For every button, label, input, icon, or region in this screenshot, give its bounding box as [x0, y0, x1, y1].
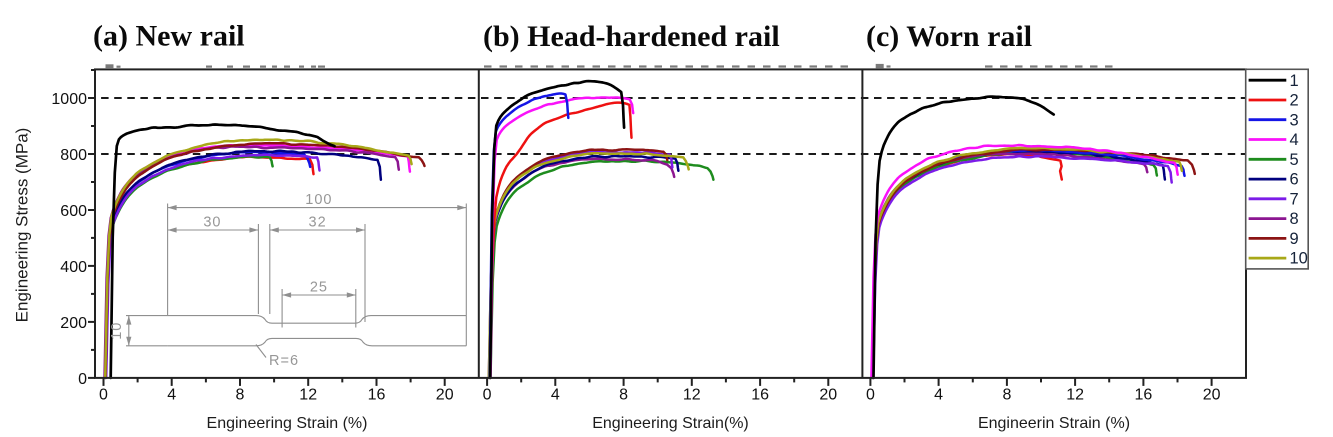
svg-text:7: 7 [1290, 190, 1299, 208]
svg-text:10: 10 [1290, 250, 1308, 268]
svg-text:800: 800 [60, 147, 87, 164]
svg-text:0: 0 [866, 387, 875, 404]
svg-text:20: 20 [436, 387, 454, 404]
svg-text:9: 9 [1290, 230, 1299, 248]
svg-text:Engineering Strain(%): Engineering Strain(%) [592, 415, 749, 432]
svg-text:(c) Worn rail: (c) Worn rail [866, 20, 1032, 53]
svg-text:8: 8 [1002, 387, 1011, 404]
svg-text:4: 4 [934, 387, 943, 404]
svg-text:Engineerin Strain (%): Engineerin Strain (%) [978, 415, 1130, 432]
svg-text:2: 2 [1290, 92, 1299, 110]
svg-text:3: 3 [1290, 111, 1299, 129]
svg-text:Engineering Strain (%): Engineering Strain (%) [207, 415, 368, 432]
svg-text:400: 400 [60, 259, 87, 276]
svg-text:12: 12 [1066, 387, 1084, 404]
svg-text:16: 16 [368, 387, 386, 404]
svg-text:5: 5 [1290, 151, 1299, 169]
svg-text:20: 20 [819, 387, 837, 404]
svg-text:(b) Head-hardened rail: (b) Head-hardened rail [483, 20, 780, 53]
svg-text:25: 25 [310, 280, 328, 296]
svg-text:(a) New rail: (a) New rail [93, 20, 245, 53]
svg-text:8: 8 [1290, 210, 1299, 228]
svg-text:1: 1 [1290, 72, 1299, 90]
svg-text:8: 8 [236, 387, 245, 404]
svg-text:600: 600 [60, 203, 87, 220]
svg-text:Engineering Stress (MPa): Engineering Stress (MPa) [13, 128, 32, 323]
svg-text:0: 0 [99, 387, 108, 404]
svg-text:8: 8 [619, 387, 628, 404]
svg-text:0: 0 [483, 387, 492, 404]
svg-text:20: 20 [1203, 387, 1221, 404]
svg-text:32: 32 [309, 214, 327, 230]
svg-text:16: 16 [1135, 387, 1153, 404]
svg-text:1000: 1000 [51, 91, 87, 108]
svg-text:4: 4 [167, 387, 176, 404]
svg-text:16: 16 [751, 387, 769, 404]
svg-text:R=6: R=6 [269, 353, 299, 369]
svg-text:4: 4 [1290, 131, 1299, 149]
svg-text:12: 12 [299, 387, 317, 404]
svg-text:10: 10 [109, 322, 125, 340]
svg-text:200: 200 [60, 315, 87, 332]
svg-text:6: 6 [1290, 171, 1299, 189]
svg-text:12: 12 [683, 387, 701, 404]
svg-text:0: 0 [78, 371, 87, 388]
svg-text:100: 100 [305, 192, 332, 208]
svg-text:4: 4 [551, 387, 560, 404]
svg-text:30: 30 [203, 214, 221, 230]
